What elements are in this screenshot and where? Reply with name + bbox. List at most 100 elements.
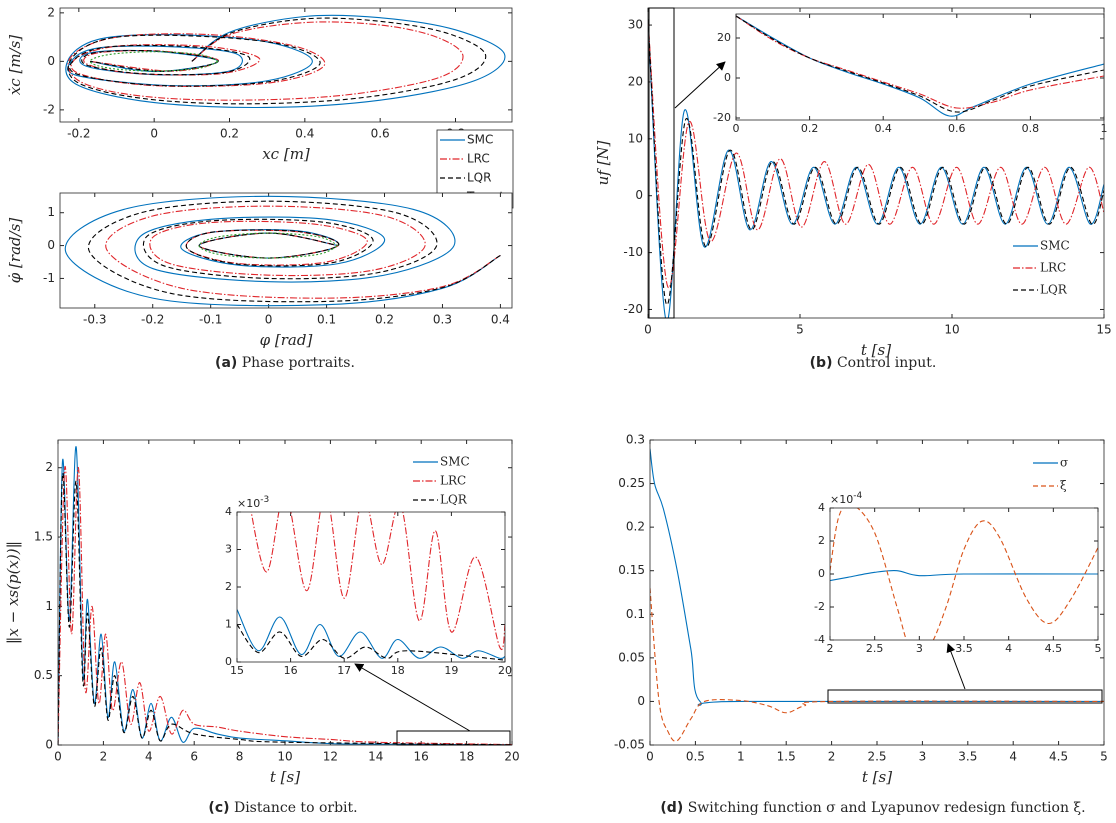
y-tick-label: 1.5 (34, 530, 53, 544)
caption-text: Distance to orbit. (234, 800, 358, 816)
series-line (87, 200, 501, 303)
x-tick-label: -0.2 (141, 313, 164, 327)
x-tick-label: 4 (1005, 642, 1012, 655)
y-axis-label: ẋc [m/s] (6, 35, 24, 95)
x-tick-label: 5 (796, 323, 804, 337)
x-tick-label: 2 (827, 642, 834, 655)
caption-text: Phase portraits. (242, 355, 355, 371)
axes-box (236, 511, 506, 663)
x-tick-label: 16 (414, 750, 429, 764)
x-tick-label: 20 (498, 664, 512, 677)
y-tick-label: 30 (628, 18, 643, 32)
y-tick-label: -10 (623, 245, 643, 259)
y-tick-label: 2 (225, 580, 232, 593)
x-tick-label: 0.2 (375, 313, 394, 327)
legend-label: LQR (467, 171, 491, 185)
y-tick-label: -20 (623, 302, 643, 316)
axes-box (829, 507, 1099, 641)
y-tick-label: 0.5 (34, 668, 53, 682)
y-tick-label: 3 (225, 543, 232, 556)
x-tick-label: 0.4 (874, 122, 892, 135)
x-tick-label: 0.2 (220, 127, 239, 141)
zoom-box (827, 689, 1103, 704)
zoom-arrow (946, 643, 966, 690)
x-axis-label: t [s] (270, 768, 300, 786)
legend-label: LRC (467, 152, 490, 166)
caption-label: (b) (810, 355, 833, 371)
x-tick-label: 8 (236, 750, 244, 764)
y-tick-label: 0 (635, 188, 643, 202)
x-tick-label: 18 (459, 750, 474, 764)
x-tick-label: 3 (919, 750, 927, 764)
y-tick-label: 0.25 (618, 476, 645, 490)
legend-label: ξ (1060, 479, 1067, 493)
series-line (250, 512, 505, 650)
legend-label: LQR (440, 493, 468, 507)
axis-multiplier: ×10-3 (237, 495, 269, 511)
axes-box (647, 7, 1105, 319)
multiplier-base: ×10 (830, 493, 853, 506)
x-tick-label: 15 (230, 664, 244, 677)
y-tick-label: -1 (43, 271, 55, 285)
zoom-box (648, 7, 675, 319)
y-tick-label: 0.15 (618, 563, 645, 577)
x-tick-label: 0.6 (948, 122, 966, 135)
series-line (58, 466, 512, 745)
x-tick-label: 15 (1096, 323, 1111, 337)
y-tick-label: 4 (818, 501, 825, 514)
y-tick-label: 10 (628, 131, 643, 145)
x-tick-label: 0.3 (433, 313, 452, 327)
x-tick-label: 10 (944, 323, 959, 337)
x-tick-label: 1.5 (777, 750, 796, 764)
series-line (65, 14, 506, 109)
x-axis-label: φ [rad] (260, 331, 313, 349)
caption: (c) Distance to orbit. (208, 800, 357, 816)
zoom-box (396, 730, 511, 746)
x-axis-label: t [s] (861, 341, 891, 359)
multiplier-exponent: -3 (260, 495, 269, 505)
x-tick-label: 0.1 (317, 313, 336, 327)
x-tick-label: 0 (644, 323, 652, 337)
y-tick-label: 20 (717, 31, 731, 44)
y-tick-label: 0.1 (626, 607, 645, 621)
y-tick-label: 20 (628, 74, 643, 88)
axes-box (57, 439, 513, 746)
x-tick-label: -0.2 (67, 127, 90, 141)
y-tick-label: 0 (225, 655, 232, 668)
plot-area (736, 14, 1104, 120)
plot-area (60, 193, 512, 308)
x-tick-label: 4 (145, 750, 153, 764)
x-tick-label: -0.1 (199, 313, 222, 327)
multiplier-exponent: -4 (853, 491, 862, 501)
plot-area (237, 512, 505, 662)
captions: (a) Phase portraits. (b) Control input. … (208, 355, 1085, 816)
x-axis-label: xc [m] (262, 145, 310, 163)
series-line (830, 508, 1098, 640)
y-tick-label: -0.05 (614, 738, 645, 752)
axes-box (735, 13, 1105, 121)
chart: -0.3 -0.2 -0.1 0 0.1 0.2 0.3 0.4 -1 0 1 φ [rad] φ̇ [… (6, 192, 513, 349)
x-tick-label: 0 (265, 313, 273, 327)
y-tick-label: -20 (713, 111, 731, 124)
x-tick-label: 12 (323, 750, 338, 764)
caption-text: Control input. (837, 355, 936, 371)
x-tick-label: 1 (737, 750, 745, 764)
legend-label: LQR (1040, 283, 1068, 297)
series-line (237, 609, 505, 660)
caption-label: (c) (208, 800, 229, 816)
x-tick-label: 0 (54, 750, 62, 764)
axes-box (59, 192, 513, 309)
x-tick-label: 3.5 (958, 750, 977, 764)
y-tick-label: 0.05 (618, 650, 645, 664)
x-tick-label: 2.5 (866, 642, 884, 655)
x-tick-label: 0.2 (801, 122, 819, 135)
y-tick-label: 4 (225, 505, 232, 518)
x-tick-label: 6 (190, 750, 198, 764)
series-line (648, 19, 1104, 289)
x-tick-label: 0.5 (686, 750, 705, 764)
x-tick-label: 0 (733, 122, 740, 135)
y-tick-label: 1 (47, 205, 55, 219)
